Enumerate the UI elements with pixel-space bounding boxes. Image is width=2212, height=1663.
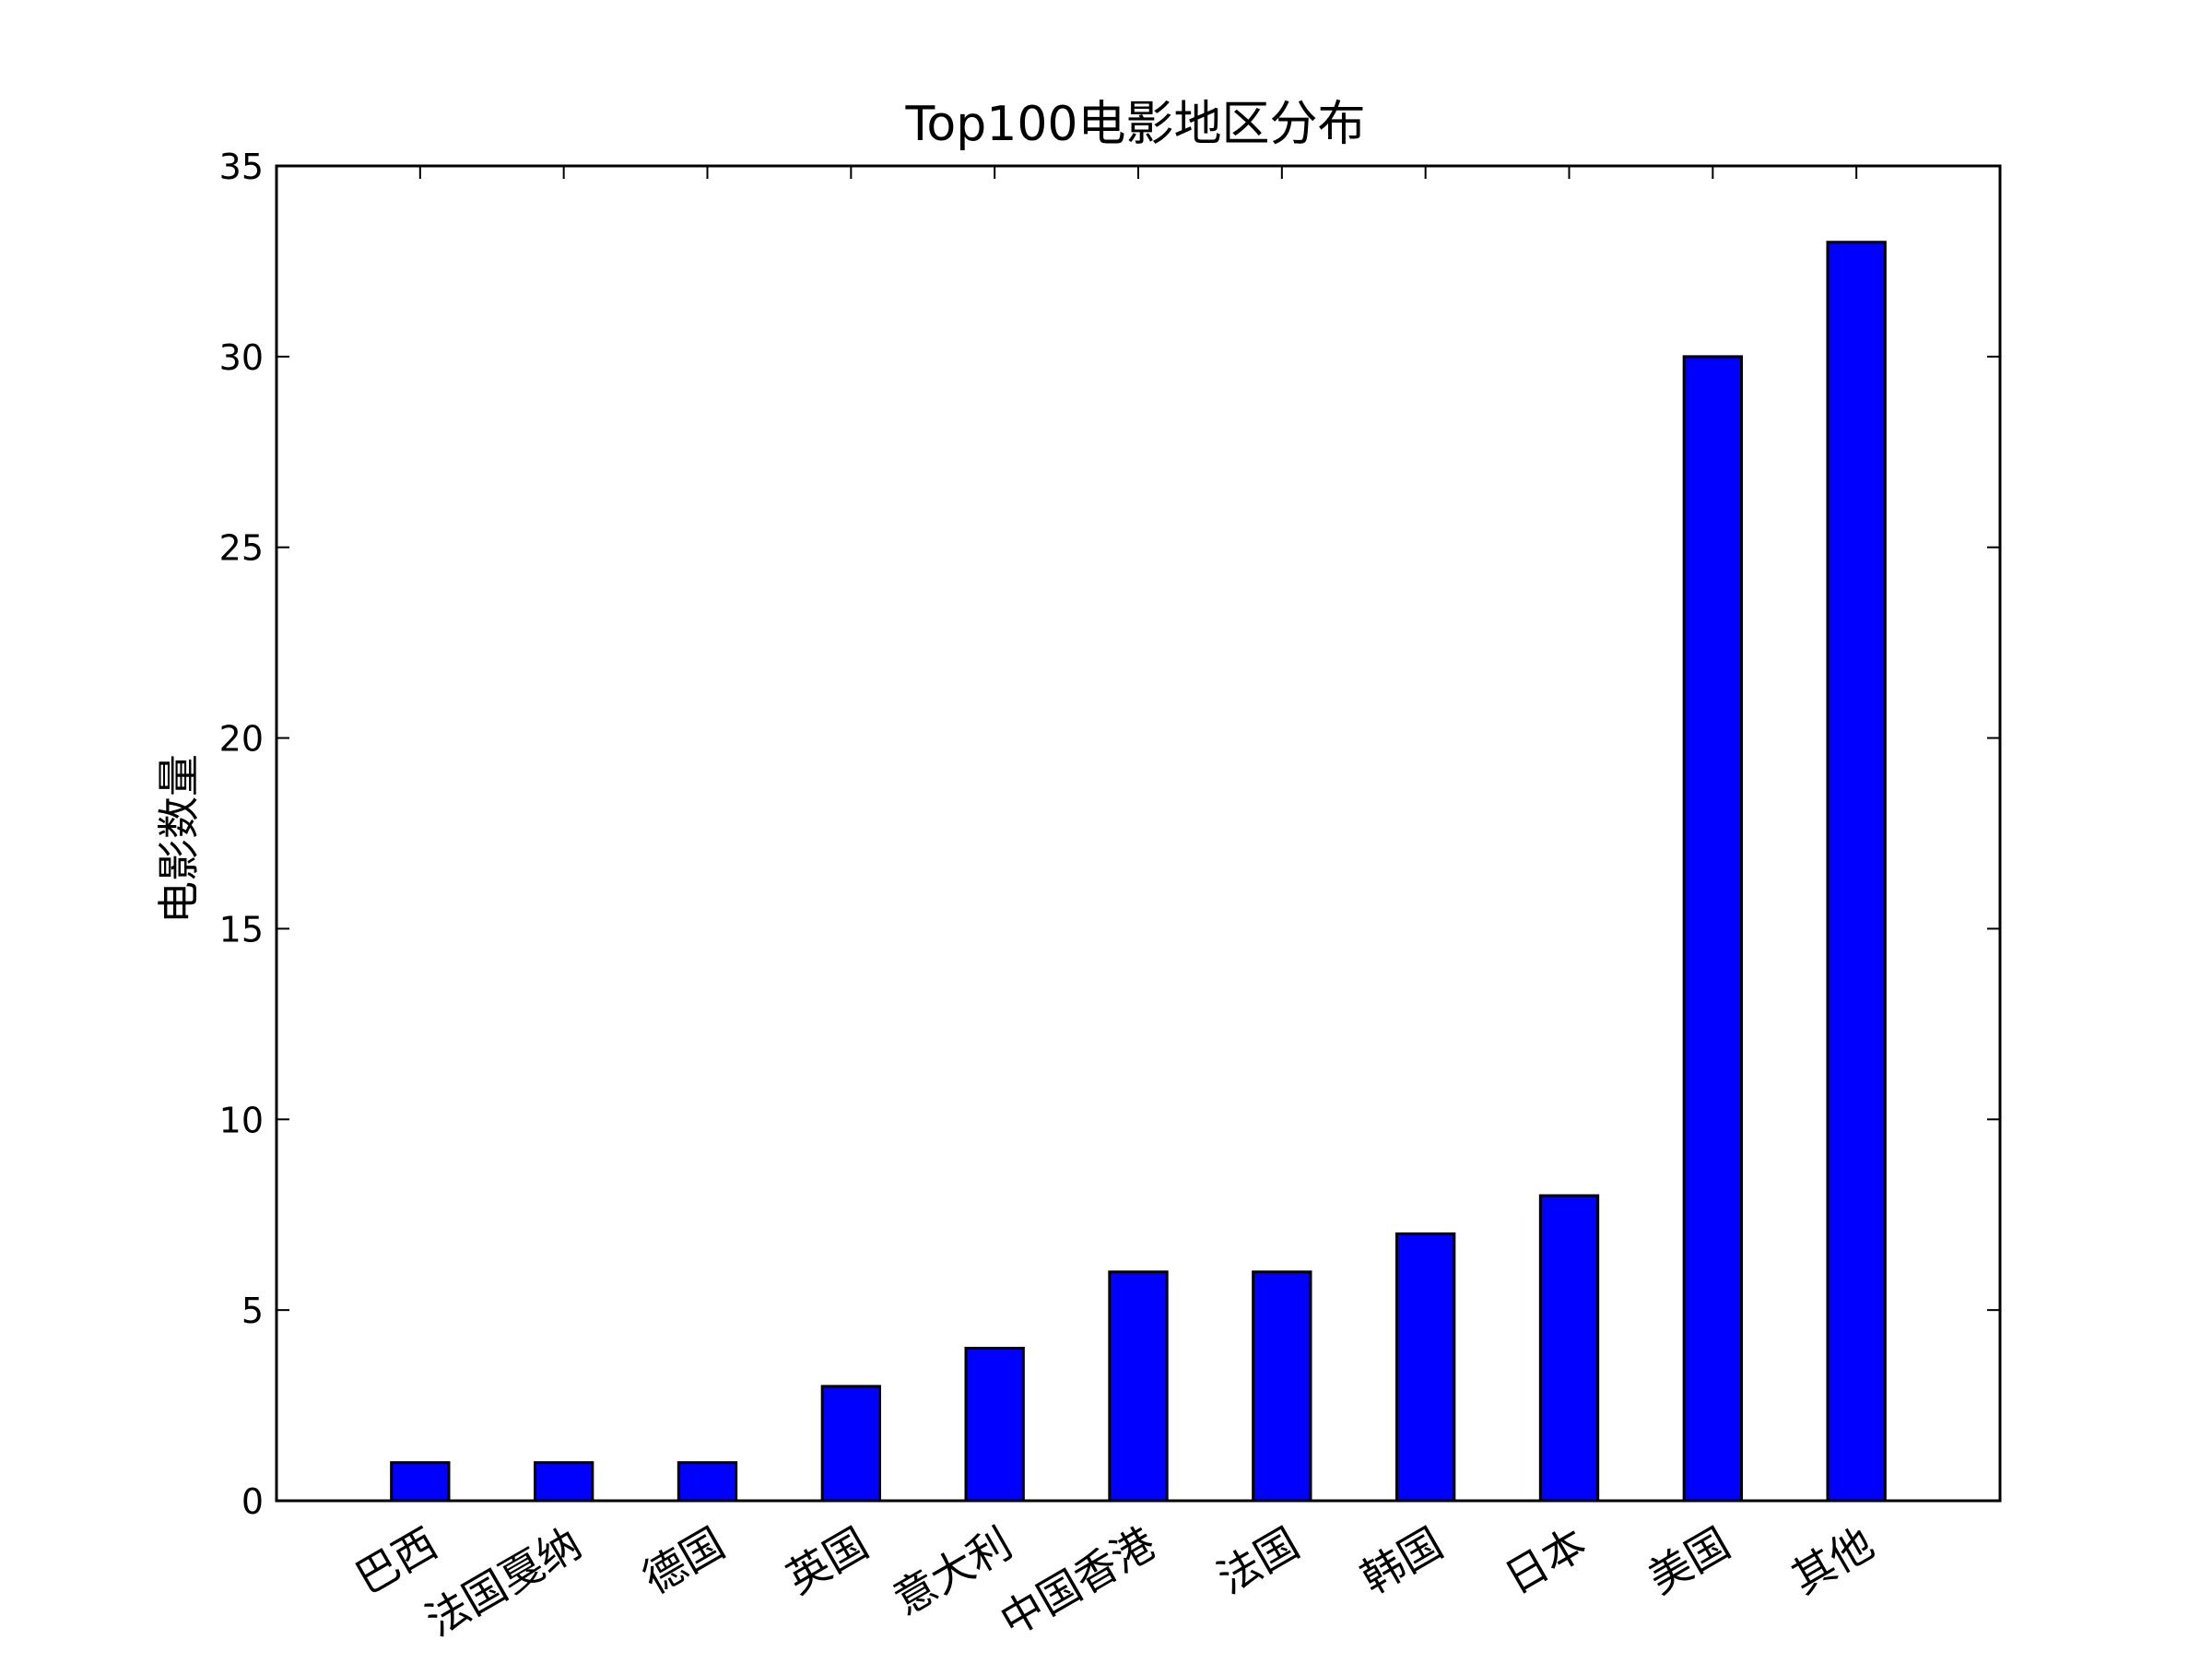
- bar: [534, 1461, 594, 1503]
- bar: [1826, 241, 1887, 1503]
- y-tick-label: 25: [219, 528, 264, 569]
- bar: [1395, 1232, 1456, 1503]
- plot-area-frame: [275, 164, 2002, 1503]
- bar: [1108, 1270, 1169, 1503]
- bar: [390, 1461, 451, 1503]
- bar: [1538, 1194, 1600, 1503]
- bar: [820, 1385, 882, 1503]
- bars-group: [390, 241, 1887, 1503]
- y-tick-label: 10: [219, 1100, 264, 1140]
- y-tick-label: 20: [219, 719, 264, 760]
- y-tick-label: 15: [219, 909, 264, 949]
- y-tick-label: 30: [219, 337, 264, 378]
- chart-title: Top100电影地区分布: [904, 97, 1365, 152]
- y-axis-ticks: 0 5 10 15 20 25 30 35: [219, 147, 2000, 1522]
- bar: [1682, 355, 1743, 1503]
- bar: [1252, 1270, 1312, 1503]
- bar: [964, 1347, 1025, 1503]
- bar: [677, 1461, 738, 1503]
- y-tick-label: 5: [241, 1291, 264, 1331]
- y-tick-label: 35: [219, 147, 264, 187]
- y-tick-label: 0: [241, 1481, 264, 1522]
- y-axis-label: 电影数量: [154, 754, 204, 924]
